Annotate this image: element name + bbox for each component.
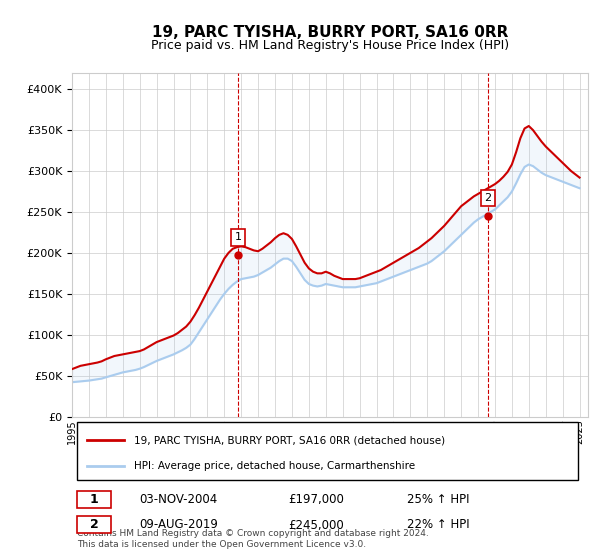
Text: 03-NOV-2004: 03-NOV-2004 [139,493,217,506]
Text: Price paid vs. HM Land Registry's House Price Index (HPI): Price paid vs. HM Land Registry's House … [151,39,509,52]
Text: 1: 1 [235,232,242,242]
FancyBboxPatch shape [77,422,578,480]
Text: 09-AUG-2019: 09-AUG-2019 [139,519,218,531]
Text: 19, PARC TYISHA, BURRY PORT, SA16 0RR: 19, PARC TYISHA, BURRY PORT, SA16 0RR [152,25,508,40]
Text: 2: 2 [90,519,98,531]
Text: 2: 2 [485,193,492,203]
Text: 22% ↑ HPI: 22% ↑ HPI [407,519,470,531]
Text: £245,000: £245,000 [289,519,344,531]
Text: Contains HM Land Registry data © Crown copyright and database right 2024.
This d: Contains HM Land Registry data © Crown c… [77,529,429,549]
FancyBboxPatch shape [77,516,110,533]
Text: 19, PARC TYISHA, BURRY PORT, SA16 0RR (detached house): 19, PARC TYISHA, BURRY PORT, SA16 0RR (d… [134,435,445,445]
Text: HPI: Average price, detached house, Carmarthenshire: HPI: Average price, detached house, Carm… [134,460,415,470]
Text: £197,000: £197,000 [289,493,344,506]
FancyBboxPatch shape [77,491,110,508]
Text: 25% ↑ HPI: 25% ↑ HPI [407,493,470,506]
Text: 1: 1 [90,493,98,506]
